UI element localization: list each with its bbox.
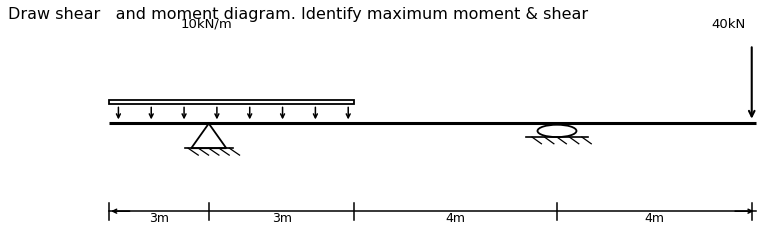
Text: 3m: 3m xyxy=(149,212,169,226)
Text: 10kN/m: 10kN/m xyxy=(181,18,232,31)
Text: 4m: 4m xyxy=(446,212,466,226)
Text: 4m: 4m xyxy=(644,212,664,226)
Text: Draw shear   and moment diagram. Identify maximum moment & shear: Draw shear and moment diagram. Identify … xyxy=(8,7,588,22)
Text: 40kN: 40kN xyxy=(711,18,746,31)
Bar xyxy=(109,100,354,104)
Text: 3m: 3m xyxy=(272,212,291,226)
